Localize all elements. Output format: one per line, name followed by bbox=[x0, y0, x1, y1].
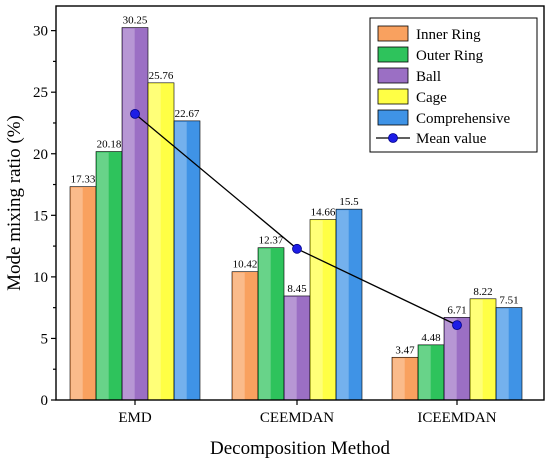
bar-cage-ceemdan bbox=[309, 219, 337, 401]
bar-outer-ring-emd bbox=[95, 151, 123, 401]
mean-point-emd bbox=[130, 108, 140, 119]
data-label: 20.18 bbox=[97, 139, 122, 151]
bar-inner-ring-ceemdan bbox=[231, 271, 259, 401]
legend-label: Mean value bbox=[416, 131, 487, 147]
data-label: 14.66 bbox=[311, 206, 336, 218]
bar-highlight bbox=[97, 152, 109, 400]
legend-swatch-ball bbox=[377, 67, 409, 84]
legend-swatch-cage bbox=[377, 88, 409, 105]
legend-label: Inner Ring bbox=[416, 27, 481, 43]
data-label: 8.22 bbox=[473, 286, 492, 298]
bar-fill bbox=[495, 307, 523, 401]
bar-fill bbox=[69, 186, 97, 401]
bars-layer bbox=[69, 27, 523, 401]
mean-point-iceemdan bbox=[452, 320, 462, 331]
bar-cage-emd bbox=[147, 82, 175, 401]
y-tick-label: 30 bbox=[33, 24, 48, 40]
legend-mean-marker bbox=[388, 133, 398, 143]
bar-fill bbox=[231, 271, 259, 401]
data-label: 30.25 bbox=[123, 15, 148, 27]
bar-fill bbox=[469, 298, 497, 401]
bar-comprehensive-ceemdan bbox=[335, 208, 363, 401]
data-label: 3.47 bbox=[395, 344, 415, 356]
data-label: 6.71 bbox=[447, 304, 466, 316]
x-ticks: EMD CEEMDAN ICEEMDAN bbox=[118, 400, 497, 426]
bar-highlight bbox=[445, 318, 457, 400]
legend-label: Cage bbox=[416, 90, 447, 106]
data-label: 7.51 bbox=[499, 295, 518, 307]
bar-highlight bbox=[311, 220, 323, 400]
y-tick-label: 0 bbox=[41, 393, 49, 409]
y-tick-label: 10 bbox=[33, 270, 48, 286]
bar-outer-ring-ceemdan bbox=[257, 247, 285, 401]
bar-highlight bbox=[497, 308, 509, 400]
bar-ball-emd bbox=[121, 27, 149, 401]
x-tick-label: ICEEMDAN bbox=[417, 410, 496, 426]
bar-fill bbox=[335, 208, 363, 401]
bar-highlight bbox=[419, 345, 431, 400]
bar-highlight bbox=[149, 83, 161, 400]
bar-highlight bbox=[393, 358, 405, 400]
x-tick-label: EMD bbox=[118, 410, 152, 426]
bar-highlight bbox=[233, 272, 245, 400]
x-axis-title: Decomposition Method bbox=[210, 438, 390, 459]
bar-highlight bbox=[71, 187, 83, 400]
data-label: 12.37 bbox=[259, 235, 284, 247]
bar-highlight bbox=[175, 121, 187, 401]
axes-layer bbox=[55, 5, 545, 401]
bar-inner-ring-iceemdan bbox=[391, 356, 419, 401]
bar-fill bbox=[417, 344, 445, 401]
legend-swatch-inner-ring bbox=[377, 25, 409, 42]
bar-ball-ceemdan bbox=[283, 295, 311, 401]
bar-ball-iceemdan bbox=[443, 317, 471, 401]
y-tick-label: 5 bbox=[41, 331, 49, 347]
bar-comprehensive-emd bbox=[173, 120, 201, 401]
bar-highlight bbox=[259, 248, 271, 400]
data-label: 22.67 bbox=[175, 108, 200, 120]
legend-label: Comprehensive bbox=[416, 111, 510, 127]
data-labels-layer: 17.33 10.42 3.47 20.18 12.37 4.48 30.25 8.45 6.7… bbox=[71, 15, 519, 357]
x-tick-label: CEEMDAN bbox=[260, 410, 334, 426]
bar-comprehensive-iceemdan bbox=[495, 307, 523, 401]
mean-point-ceemdan bbox=[292, 243, 302, 254]
y-tick-label: 20 bbox=[33, 147, 48, 163]
bar-fill bbox=[309, 219, 337, 401]
data-label: 15.5 bbox=[339, 196, 359, 208]
bar-outer-ring-iceemdan bbox=[417, 344, 445, 401]
y-tick-label: 25 bbox=[33, 85, 48, 101]
plot-frame bbox=[55, 5, 545, 401]
data-label: 25.76 bbox=[149, 70, 174, 82]
bar-highlight bbox=[285, 296, 297, 400]
legend: Inner Ring Outer Ring Ball Cage Comprehensiv… bbox=[369, 17, 538, 153]
bar-inner-ring-emd bbox=[69, 186, 97, 401]
y-axis-title: Mode mixing ratio (%) bbox=[4, 115, 25, 291]
data-label: 4.48 bbox=[421, 332, 441, 344]
bar-fill bbox=[121, 27, 149, 401]
legend-label: Ball bbox=[416, 69, 441, 85]
mean-line-layer bbox=[130, 108, 462, 331]
bar-fill bbox=[283, 295, 311, 401]
data-label: 8.45 bbox=[287, 283, 307, 295]
bar-highlight bbox=[337, 210, 349, 400]
bar-highlight bbox=[471, 299, 483, 400]
y-tick-label: 15 bbox=[33, 208, 48, 224]
legend-swatch-outer-ring bbox=[377, 46, 409, 63]
legend-label: Outer Ring bbox=[416, 48, 484, 64]
bar-highlight bbox=[123, 28, 135, 400]
data-label: 10.42 bbox=[233, 259, 258, 271]
data-label: 17.33 bbox=[71, 174, 96, 186]
bar-cage-iceemdan bbox=[469, 298, 497, 401]
y-ticks: 0 5 10 15 20 25 30 bbox=[33, 24, 56, 409]
legend-swatch-comprehensive bbox=[377, 109, 409, 126]
